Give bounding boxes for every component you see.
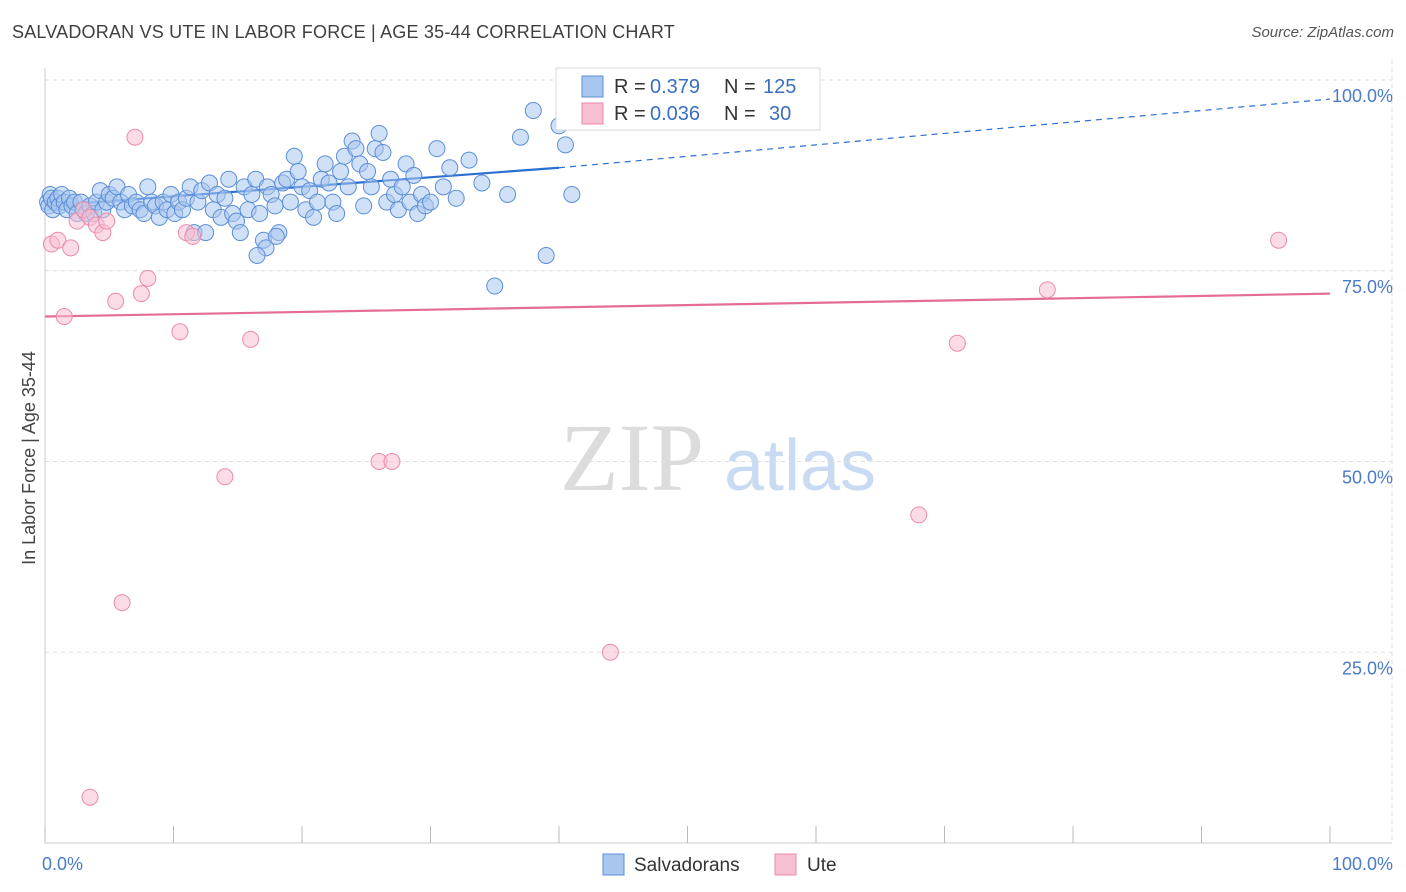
salvadoran-point — [289, 163, 307, 181]
ute-point — [139, 269, 157, 287]
ute-point — [62, 239, 80, 257]
salvadoran-point — [332, 163, 350, 181]
bottom-legend-swatch-ute — [774, 853, 797, 876]
ute-point — [383, 453, 401, 470]
salvadoran-point — [281, 193, 299, 211]
salvadoran-point — [434, 178, 452, 196]
ute-trend-line — [44, 292, 1331, 318]
watermark-atlas: atlas — [724, 426, 876, 506]
salvadoran-point — [347, 140, 365, 158]
salvadoran-point — [428, 140, 446, 158]
salvadoran-point — [393, 178, 411, 196]
salvadoran-point — [267, 227, 285, 245]
watermark-zip: ZIP — [560, 404, 704, 511]
legend-n-value-2: 30 — [769, 103, 791, 125]
watermark: ZIP atlas — [560, 404, 876, 511]
salvadoran-point — [563, 185, 581, 203]
ute-point — [948, 334, 966, 352]
salvadoran-point — [308, 193, 326, 211]
legend-n-label-1: N = — [724, 76, 756, 98]
salvadoran-point — [266, 197, 284, 215]
legend-r-value-1: 0.379 — [650, 76, 700, 98]
legend-n-label-2: N = — [724, 103, 756, 125]
bottom-legend-swatch-salvadorans — [602, 853, 625, 876]
ute-point — [113, 594, 131, 612]
salvadoran-point — [248, 246, 266, 264]
salvadoran-point — [370, 124, 388, 142]
salvadoran-point — [486, 277, 504, 295]
grid-lines — [45, 60, 1393, 843]
x-tick-labels: 0.0% 100.0% — [42, 854, 1393, 874]
salvadoran-trend-extension — [558, 98, 1331, 169]
salvadoran-point — [362, 178, 380, 196]
salvadoran-point — [339, 178, 357, 196]
ute-point — [171, 323, 189, 341]
salvadoran-point — [441, 159, 459, 177]
salvadoran-point — [405, 166, 423, 184]
y-tick-label: 25.0% — [1342, 658, 1393, 678]
legend-r-label-1: R = — [614, 76, 646, 98]
y-tick-label: 75.0% — [1342, 277, 1393, 297]
legend-swatch-ute — [581, 102, 604, 125]
ute-point — [1270, 231, 1288, 249]
salvadoran-point — [524, 102, 542, 120]
salvadoran-point — [305, 208, 323, 226]
salvadoran-point — [359, 163, 377, 181]
salvadoran-point — [499, 185, 517, 203]
salvadoran-point — [320, 174, 338, 192]
x-tick-label: 100.0% — [1332, 854, 1393, 874]
ute-point — [910, 506, 928, 524]
y-tick-label: 50.0% — [1342, 468, 1393, 488]
ute-point — [49, 231, 67, 249]
salvadoran-point — [447, 189, 465, 207]
data-points — [39, 71, 1288, 806]
salvadoran-point — [316, 155, 334, 173]
ute-point — [184, 227, 202, 245]
salvadoran-point — [243, 185, 261, 203]
salvadoran-point — [422, 193, 439, 211]
bottom-legend: Salvadorans Ute — [602, 853, 837, 876]
salvadoran-point — [231, 224, 249, 242]
y-tick-labels: 25.0% 50.0% 75.0% 100.0% — [1332, 86, 1393, 678]
ute-point — [81, 788, 99, 806]
salvadoran-point — [537, 246, 555, 264]
chart-source: Source: ZipAtlas.com — [1251, 24, 1394, 41]
ute-point — [216, 468, 234, 486]
ute-point — [55, 308, 73, 326]
salvadoran-point — [251, 205, 269, 223]
y-axis-title: In Labor Force | Age 35-44 — [19, 351, 39, 565]
chart-title: SALVADORAN VS UTE IN LABOR FORCE | AGE 3… — [12, 22, 675, 42]
legend-r-label-2: R = — [614, 103, 646, 125]
ute-point — [107, 292, 125, 310]
salvadoran-point — [285, 147, 303, 165]
salvadoran-point — [216, 189, 234, 207]
y-tick-label: 100.0% — [1332, 86, 1393, 106]
ute-point — [126, 128, 144, 146]
ute-point — [1038, 281, 1056, 299]
ute-point — [132, 285, 150, 303]
ute-point — [242, 330, 260, 348]
salvadoran-point — [328, 205, 346, 223]
legend-n-value-1: 125 — [763, 76, 796, 98]
salvadoran-point — [374, 143, 392, 161]
salvadoran-point — [220, 170, 238, 188]
salvadoran-point — [556, 136, 574, 154]
salvadoran-point — [460, 151, 478, 169]
x-tick-label: 0.0% — [42, 854, 83, 874]
legend-r-value-2: 0.036 — [650, 103, 700, 125]
legend: R = 0.379 N = 125 R = 0.036 N = 30 — [555, 67, 821, 131]
salvadoran-point — [355, 197, 373, 215]
ute-point — [98, 212, 116, 230]
legend-swatch-salvadorans — [581, 75, 604, 98]
bottom-legend-label-salvadorans: Salvadorans — [634, 855, 740, 876]
salvadoran-point — [473, 174, 491, 192]
salvadoran-point — [511, 128, 529, 146]
ute-point — [601, 643, 619, 661]
salvadoran-point — [139, 178, 157, 196]
bottom-legend-label-ute: Ute — [807, 855, 837, 876]
